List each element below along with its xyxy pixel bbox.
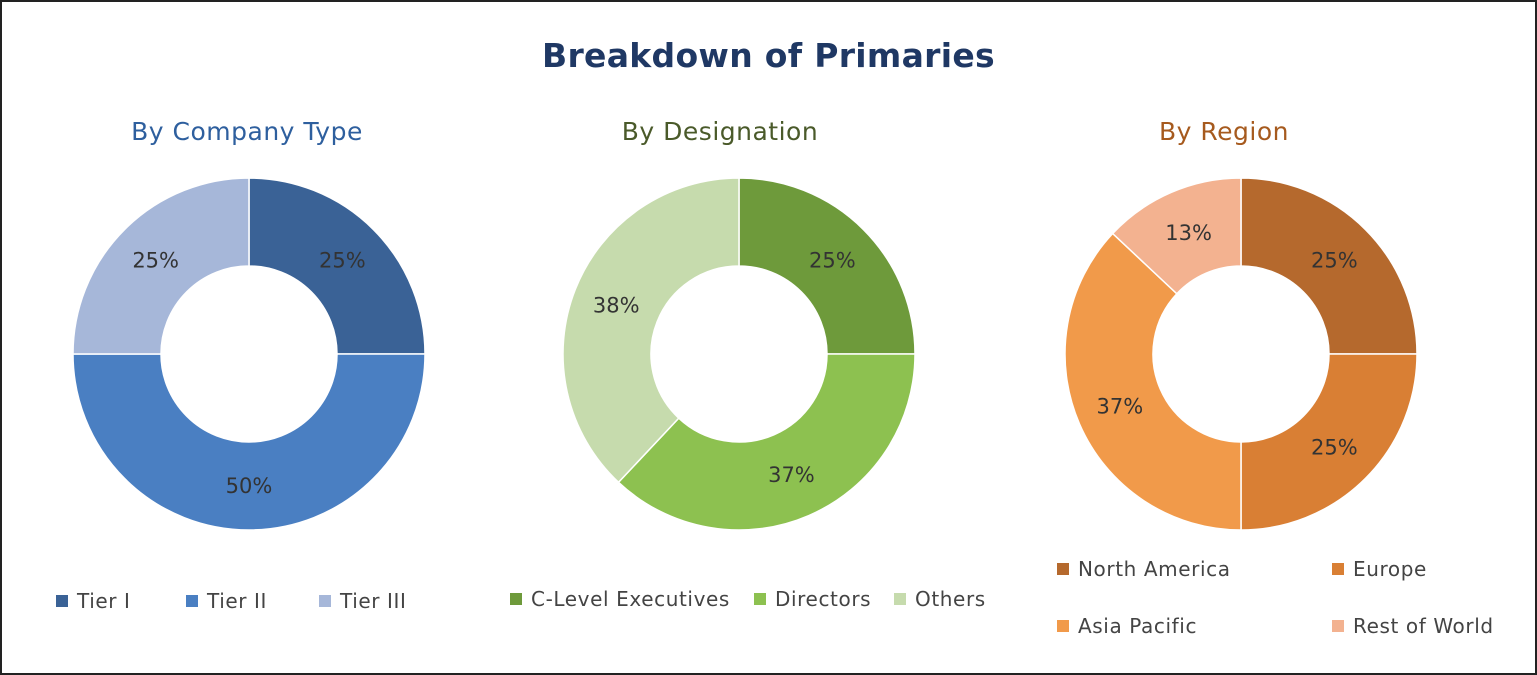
slice-label: 25% [1311,249,1358,273]
legend-swatch [1057,620,1069,632]
legend-label: C-Level Executives [531,587,730,611]
legend-item-others: Others [894,587,986,611]
donut-slice-tier-iii [72,177,250,355]
donut-chart-designation: 25% 37% 38% [562,177,916,531]
donut-slice-asia-pacific [1064,232,1242,531]
legend-label: Tier II [207,589,268,613]
panel-title-company-type: By Company Type [131,117,363,146]
donut-slice-tier-i [248,177,426,355]
slice-label: 13% [1165,221,1212,245]
legend-item-asia-pacific: Asia Pacific [1057,614,1197,638]
legend-label: Directors [775,587,872,611]
legend-item-rest-of-world: Rest of World [1332,614,1494,638]
donut-chart-company-type: 25% 50% 25% [72,177,426,531]
legend-item-tier-i: Tier I [56,589,131,613]
slice-label: 25% [132,249,179,273]
legend-label: Rest of World [1353,614,1494,638]
donut-slice-tier-ii [72,353,426,531]
donut-slice-c-level-executives [738,177,916,355]
legend-label: Tier III [340,589,407,613]
slice-label: 38% [593,293,640,317]
slice-label: 50% [226,474,273,498]
legend-item-tier-ii: Tier II [186,589,267,613]
legend-label: Asia Pacific [1078,614,1198,638]
slice-label: 25% [319,249,366,273]
donut-slice-others [562,177,740,484]
legend-swatch [1332,620,1344,632]
panel-title-designation: By Designation [621,117,819,146]
legend-swatch [754,593,766,605]
legend-label: North America [1078,557,1231,581]
legend-swatch [319,595,331,607]
donut-slice-directors [617,353,916,531]
slice-label: 37% [1097,394,1144,418]
slice-label: 25% [809,249,856,273]
legend-swatch [1332,563,1344,575]
legend-swatch [56,595,68,607]
panel-title-region: By Region [1159,117,1289,146]
legend-swatch [186,595,198,607]
legend-swatch [1057,563,1069,575]
legend-item-directors: Directors [754,587,871,611]
legend-item-north-america: North America [1057,557,1231,581]
legend-item-tier-iii: Tier III [319,589,407,613]
legend-swatch [894,593,906,605]
slice-label: 37% [768,463,815,487]
legend-label: Others [915,587,986,611]
legend-label: Tier I [77,589,131,613]
slice-label: 25% [1311,435,1358,459]
donut-chart-region: 25% 25% 37% 13% [1064,177,1418,531]
donut-slice-europe [1240,353,1418,531]
donut-slice-north-america [1240,177,1418,355]
donut-slice-rest-of-world [1111,177,1242,295]
main-title: Breakdown of Primaries [542,36,995,75]
legend-swatch [510,593,522,605]
legend-label: Europe [1353,557,1427,581]
legend-item-europe: Europe [1332,557,1427,581]
legend-item-c-level-executives: C-Level Executives [510,587,730,611]
